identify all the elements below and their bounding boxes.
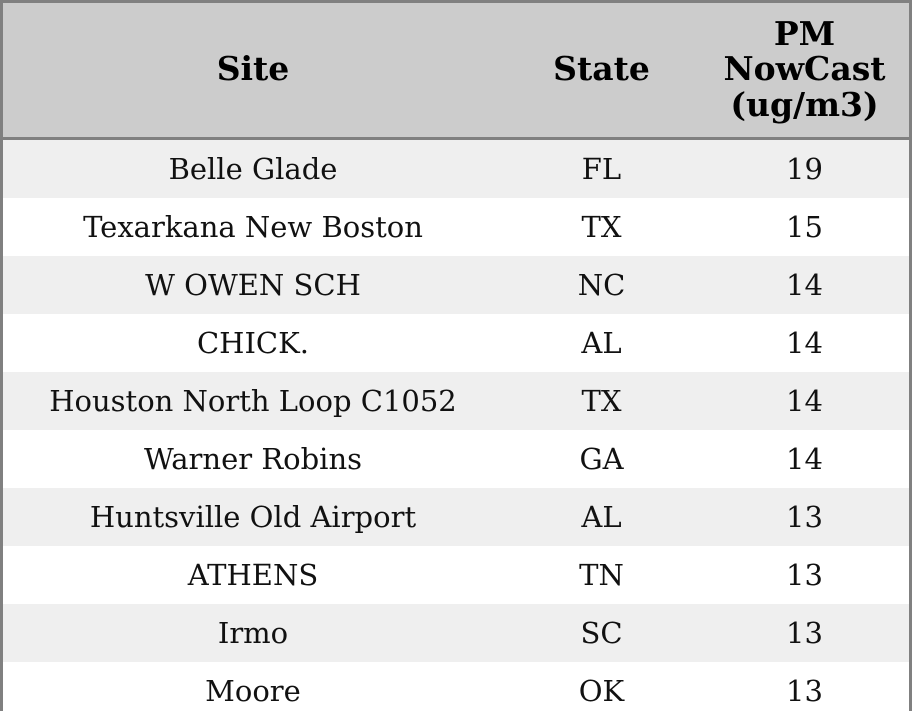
cell-pm-nowcast: 14 — [700, 314, 909, 372]
cell-state: TX — [503, 198, 700, 256]
cell-pm-nowcast: 14 — [700, 372, 909, 430]
table-row[interactable]: Irmo SC 13 — [3, 604, 909, 662]
column-header-site-line-1: Site — [7, 51, 499, 87]
column-header-state[interactable]: State — [503, 3, 700, 139]
table-row[interactable]: Texarkana New Boston TX 15 — [3, 198, 909, 256]
cell-state: AL — [503, 488, 700, 546]
cell-pm-nowcast: 13 — [700, 488, 909, 546]
cell-state: TX — [503, 372, 700, 430]
cell-state: NC — [503, 256, 700, 314]
cell-pm-nowcast: 13 — [700, 546, 909, 604]
cell-state: AL — [503, 314, 700, 372]
cell-pm-nowcast: 19 — [700, 139, 909, 199]
cell-state: TN — [503, 546, 700, 604]
column-header-pm-nowcast-line-3: (ug/m3) — [704, 87, 905, 123]
table-header-row: Site State PM NowCast (ug/m3) — [3, 3, 909, 139]
cell-site: ATHENS — [3, 546, 503, 604]
column-header-site[interactable]: Site — [3, 3, 503, 139]
table-row[interactable]: W OWEN SCH NC 14 — [3, 256, 909, 314]
table-row[interactable]: Moore OK 13 — [3, 662, 909, 720]
cell-site: Belle Glade — [3, 139, 503, 199]
cell-site: Moore — [3, 662, 503, 720]
cell-state: OK — [503, 662, 700, 720]
pm-nowcast-table: Site State PM NowCast (ug/m3) Belle Glad… — [3, 3, 909, 720]
table-row[interactable]: Warner Robins GA 14 — [3, 430, 909, 488]
column-header-pm-nowcast-line-2: NowCast — [704, 51, 905, 87]
cell-state: FL — [503, 139, 700, 199]
cell-pm-nowcast: 14 — [700, 256, 909, 314]
column-header-pm-nowcast[interactable]: PM NowCast (ug/m3) — [700, 3, 909, 139]
cell-site: Houston North Loop C1052 — [3, 372, 503, 430]
column-header-pm-nowcast-line-1: PM — [704, 16, 905, 52]
cell-state: GA — [503, 430, 700, 488]
cell-pm-nowcast: 13 — [700, 662, 909, 720]
cell-pm-nowcast: 14 — [700, 430, 909, 488]
cell-site: Irmo — [3, 604, 503, 662]
table-row[interactable]: Huntsville Old Airport AL 13 — [3, 488, 909, 546]
table-row[interactable]: CHICK. AL 14 — [3, 314, 909, 372]
cell-site: W OWEN SCH — [3, 256, 503, 314]
cell-site: Texarkana New Boston — [3, 198, 503, 256]
cell-site: Huntsville Old Airport — [3, 488, 503, 546]
table-row[interactable]: Houston North Loop C1052 TX 14 — [3, 372, 909, 430]
cell-site: Warner Robins — [3, 430, 503, 488]
cell-pm-nowcast: 13 — [700, 604, 909, 662]
cell-site: CHICK. — [3, 314, 503, 372]
table-row[interactable]: Belle Glade FL 19 — [3, 139, 909, 199]
table-row[interactable]: ATHENS TN 13 — [3, 546, 909, 604]
cell-state: SC — [503, 604, 700, 662]
table-header: Site State PM NowCast (ug/m3) — [3, 3, 909, 139]
column-header-state-line-1: State — [507, 51, 696, 87]
table-body: Belle Glade FL 19 Texarkana New Boston T… — [3, 139, 909, 720]
cell-pm-nowcast: 15 — [700, 198, 909, 256]
